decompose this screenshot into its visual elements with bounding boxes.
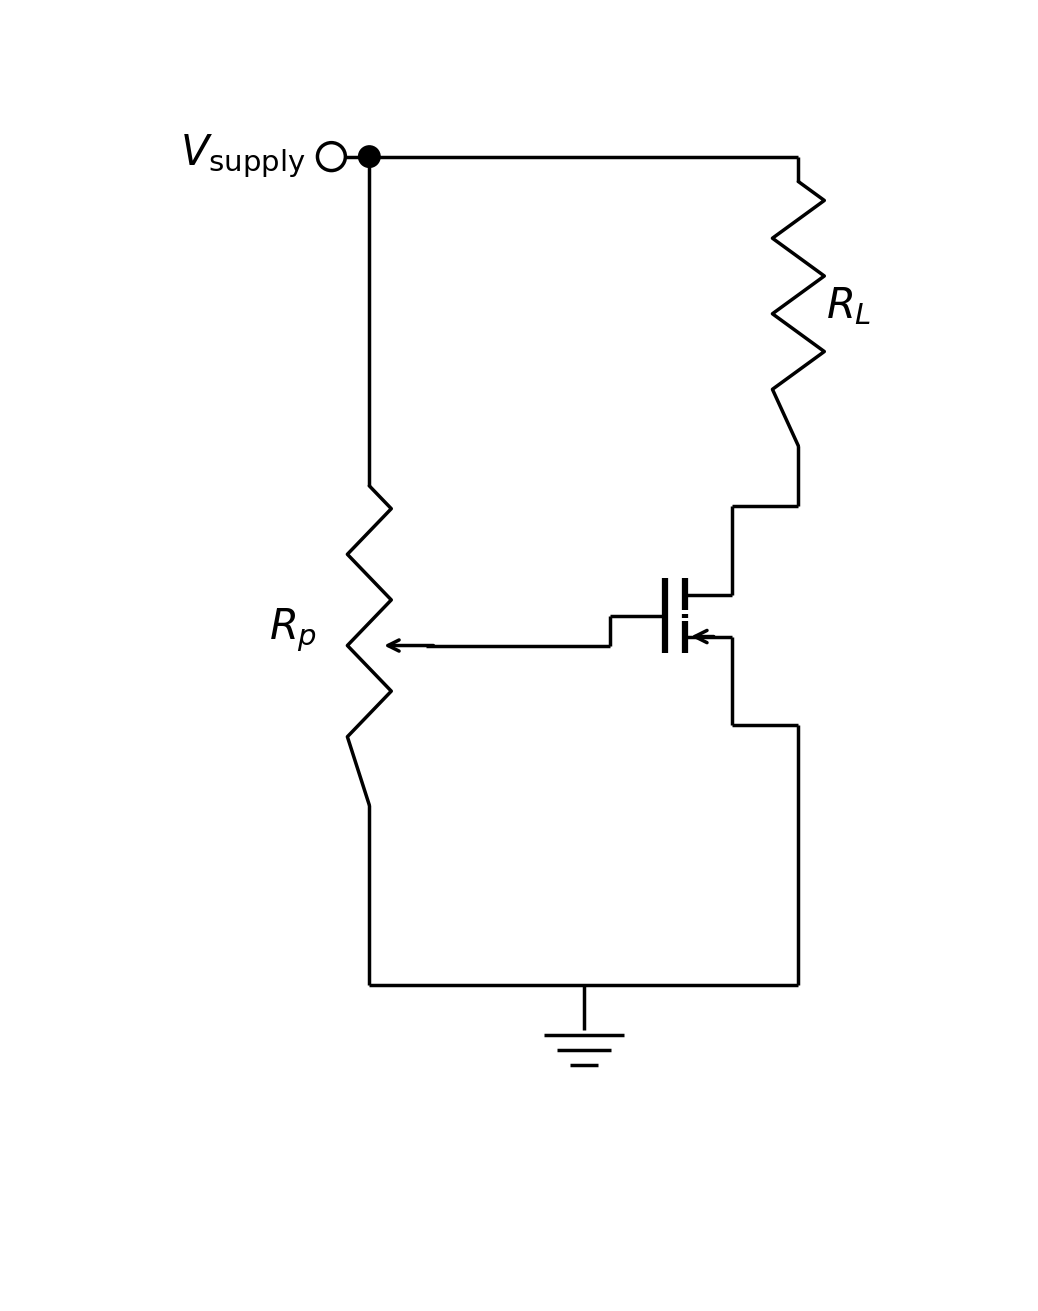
Text: $R_L$: $R_L$ (826, 286, 872, 328)
Circle shape (358, 146, 381, 168)
Text: $R_p$: $R_p$ (270, 607, 318, 654)
Text: $V_{\mathsf{supply}}$: $V_{\mathsf{supply}}$ (180, 132, 305, 181)
